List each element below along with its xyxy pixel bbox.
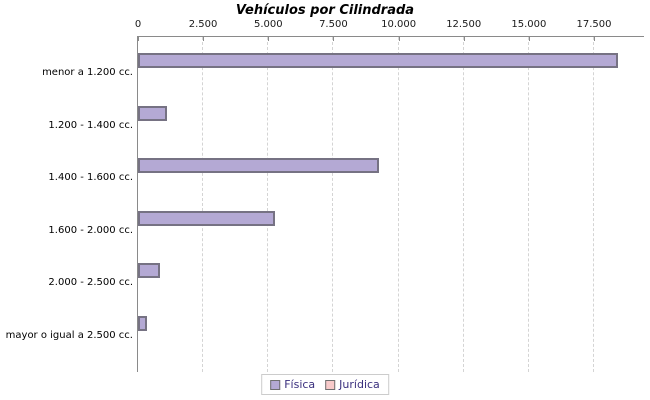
- x-axis-tick: [268, 37, 270, 41]
- vertical-gridline: [202, 37, 204, 372]
- x-axis-tick-label: 0: [134, 19, 142, 30]
- legend-item-jurídica: Jurídica: [325, 378, 380, 391]
- vertical-gridline: [267, 37, 269, 372]
- legend-label: Física: [284, 378, 316, 391]
- category-label: mayor o igual a 2.500 cc.: [5, 330, 133, 341]
- legend: Física Jurídica: [261, 374, 389, 395]
- x-axis-tick-label: 17.500: [576, 19, 612, 30]
- x-axis-tick: [528, 37, 530, 41]
- legend-label: Jurídica: [339, 378, 380, 391]
- category-label: 1.400 - 1.600 cc.: [48, 172, 133, 184]
- x-axis-tick: [333, 37, 335, 41]
- x-axis-tick-label: 5.000: [253, 19, 283, 30]
- x-axis-tick: [138, 37, 139, 41]
- category-label: 2.000 - 2.500 cc.: [48, 277, 133, 289]
- category-label: 1.200 - 1.400 cc.: [48, 119, 133, 131]
- vertical-gridline: [397, 37, 399, 372]
- bar-física-1: [138, 105, 167, 121]
- legend-swatch-jurídica: [325, 379, 336, 390]
- bar-física-3: [138, 210, 275, 226]
- x-axis-tick-label: 12.500: [446, 19, 482, 30]
- vertical-gridline: [527, 37, 529, 372]
- x-axis-tick: [203, 37, 205, 41]
- bar-física-2: [138, 158, 379, 174]
- category-label: menor a 1.200 cc.: [42, 67, 133, 78]
- chart-title: Vehículos por Cilindrada: [235, 3, 415, 18]
- bar-física-4: [138, 263, 161, 279]
- legend-swatch-física: [270, 379, 281, 390]
- x-axis-line: [137, 36, 644, 37]
- x-axis-tick: [594, 37, 595, 41]
- x-axis-tick-label: 10.000: [381, 19, 417, 30]
- vertical-gridline: [593, 37, 594, 372]
- x-axis-tick-label: 2.500: [188, 19, 218, 30]
- legend-item-física: Física: [270, 378, 315, 391]
- vertical-gridline: [462, 37, 464, 372]
- bar-física-0: [138, 53, 618, 68]
- x-axis-tick: [463, 37, 465, 41]
- bar-física-5: [138, 316, 148, 331]
- vertical-gridline: [332, 37, 334, 372]
- category-label: 1.600 - 2.000 cc.: [48, 224, 133, 236]
- y-axis-line: [137, 36, 138, 372]
- x-axis-tick-label: 7.500: [319, 19, 348, 30]
- x-axis-tick-label: 15.000: [511, 19, 547, 30]
- x-axis-tick: [398, 37, 400, 41]
